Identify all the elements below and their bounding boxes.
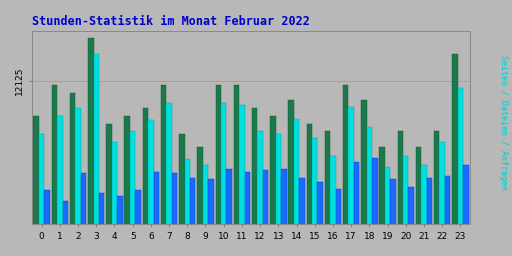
Bar xyxy=(270,116,275,256)
Bar xyxy=(226,168,232,256)
Bar xyxy=(348,106,354,256)
Bar xyxy=(426,178,432,256)
Bar xyxy=(379,147,385,256)
Bar xyxy=(106,124,112,256)
Bar xyxy=(216,85,221,256)
Bar xyxy=(463,165,468,256)
Bar xyxy=(117,196,123,256)
Bar xyxy=(52,85,57,256)
Bar xyxy=(390,179,396,256)
Bar xyxy=(409,187,414,256)
Bar xyxy=(252,108,258,256)
Bar xyxy=(143,108,148,256)
Bar xyxy=(275,134,281,256)
Bar xyxy=(112,142,117,256)
Bar xyxy=(458,88,463,256)
Bar xyxy=(239,105,245,256)
Bar xyxy=(403,156,409,256)
Bar xyxy=(154,172,159,256)
Bar xyxy=(330,156,336,256)
Bar xyxy=(288,100,294,256)
Bar xyxy=(258,131,263,256)
Bar xyxy=(88,38,94,256)
Bar xyxy=(179,134,184,256)
Bar xyxy=(416,147,421,256)
Bar xyxy=(452,54,458,256)
Text: Seiten / Dateien / Anfragen: Seiten / Dateien / Anfragen xyxy=(499,55,508,190)
Bar xyxy=(439,142,445,256)
Bar xyxy=(385,167,390,256)
Bar xyxy=(197,147,203,256)
Bar xyxy=(75,108,81,256)
Bar xyxy=(367,127,372,256)
Bar xyxy=(130,131,135,256)
Bar xyxy=(33,116,39,256)
Bar xyxy=(281,168,287,256)
Bar xyxy=(57,116,62,256)
Bar xyxy=(299,178,305,256)
Bar xyxy=(263,170,268,256)
Bar xyxy=(135,190,141,256)
Bar xyxy=(208,179,214,256)
Bar xyxy=(397,131,403,256)
Bar xyxy=(172,173,177,256)
Bar xyxy=(233,85,239,256)
Bar xyxy=(445,176,451,256)
Bar xyxy=(99,193,104,256)
Bar xyxy=(317,183,323,256)
Bar xyxy=(325,131,330,256)
Bar xyxy=(336,189,341,256)
Bar xyxy=(184,159,190,256)
Bar xyxy=(161,85,166,256)
Bar xyxy=(39,134,45,256)
Bar xyxy=(45,190,50,256)
Bar xyxy=(354,162,359,256)
Bar xyxy=(166,103,172,256)
Bar xyxy=(190,178,196,256)
Bar xyxy=(421,165,426,256)
Bar xyxy=(307,124,312,256)
Bar xyxy=(361,100,367,256)
Text: Stunden-Statistik im Monat Februar 2022: Stunden-Statistik im Monat Februar 2022 xyxy=(32,15,310,28)
Bar xyxy=(62,201,68,256)
Bar xyxy=(81,173,86,256)
Bar xyxy=(312,137,317,256)
Bar xyxy=(94,54,99,256)
Bar xyxy=(343,85,348,256)
Bar xyxy=(124,116,130,256)
Bar xyxy=(148,121,154,256)
Bar xyxy=(70,93,75,256)
Bar xyxy=(203,165,208,256)
Bar xyxy=(294,119,299,256)
Bar xyxy=(221,103,226,256)
Bar xyxy=(372,158,377,256)
Bar xyxy=(245,172,250,256)
Bar xyxy=(434,131,439,256)
